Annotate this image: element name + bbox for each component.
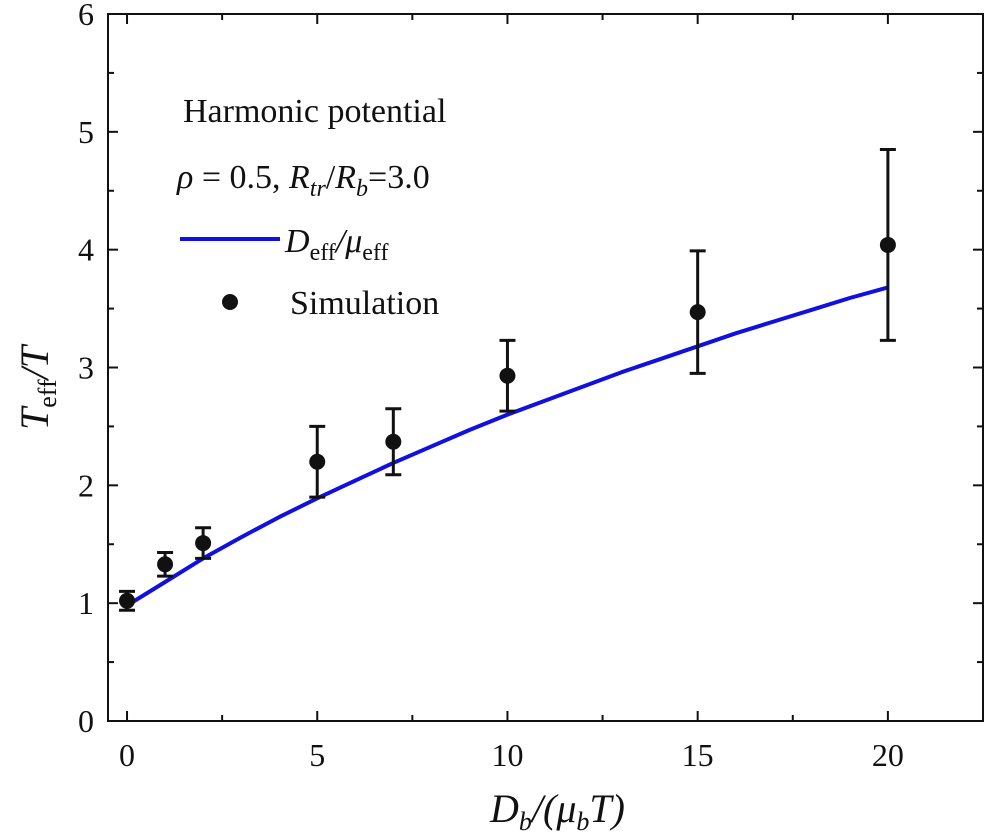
- simulation-point: [157, 556, 174, 573]
- simulation-point: [689, 304, 706, 321]
- x-title-mu: /(μ: [530, 786, 577, 831]
- annotation-title: Harmonic potential: [183, 93, 446, 130]
- y-tick-label: 1: [78, 585, 94, 621]
- x-tick-label: 10: [491, 737, 523, 773]
- x-tick-label: 0: [119, 737, 135, 773]
- annotation-params: ρ = 0.5, Rtr/Rb=3.0: [176, 159, 430, 202]
- y-title-t: T: [12, 405, 57, 430]
- x-tick-label: 20: [872, 737, 904, 773]
- y-axis-title: Teff/T: [12, 343, 62, 430]
- legend-mu-sub: eff: [362, 240, 388, 266]
- axis-ticks: [108, 13, 983, 722]
- y-title-t-sub: eff: [33, 379, 62, 408]
- r-tr-symbol: R: [288, 159, 310, 196]
- ratio-value: =3.0: [368, 159, 430, 196]
- x-tick-labels: 0 5 10 15 20: [119, 737, 904, 773]
- theory-curve: [125, 285, 889, 608]
- simulation-point: [499, 367, 516, 384]
- x-title-d-sub: b: [519, 807, 532, 836]
- r-b-symbol: R: [334, 159, 356, 196]
- rho-value: = 0.5,: [193, 159, 289, 196]
- legend-line-label: Deff/μeff: [284, 223, 388, 266]
- y-tick-label: 0: [78, 703, 94, 739]
- y-tick-label: 5: [78, 114, 94, 150]
- legend-d: D: [284, 223, 310, 260]
- x-title-d: D: [489, 786, 519, 831]
- r-tr-subscript: tr: [310, 176, 327, 202]
- legend-point-swatch: [222, 294, 238, 310]
- y-tick-labels: 0 1 2 3 4 5 6: [78, 0, 94, 739]
- y-tick-label: 4: [78, 232, 94, 268]
- x-tick-label: 5: [309, 737, 325, 773]
- x-title-t: T): [589, 786, 625, 831]
- simulation-point: [879, 236, 896, 253]
- y-tick-label: 3: [78, 350, 94, 386]
- simulation-point: [309, 453, 326, 470]
- y-title-rest: /T: [12, 343, 57, 381]
- legend-points-label: Simulation: [290, 285, 439, 322]
- y-tick-label: 6: [78, 0, 94, 32]
- x-tick-label: 15: [682, 737, 714, 773]
- simulation-point: [385, 433, 402, 450]
- data-series: [119, 148, 896, 612]
- simulation-point: [119, 592, 136, 609]
- r-b-subscript: b: [356, 176, 368, 202]
- rho-symbol: ρ: [176, 159, 193, 196]
- x-axis-title: Db/(μbT): [489, 786, 625, 836]
- x-title-mu-sub: b: [576, 807, 589, 836]
- legend-d-sub: eff: [310, 240, 336, 266]
- legend-mu: /μ: [334, 223, 363, 260]
- simulation-point: [195, 535, 212, 552]
- y-tick-label: 2: [78, 467, 94, 503]
- ratio-slash: /: [326, 159, 336, 196]
